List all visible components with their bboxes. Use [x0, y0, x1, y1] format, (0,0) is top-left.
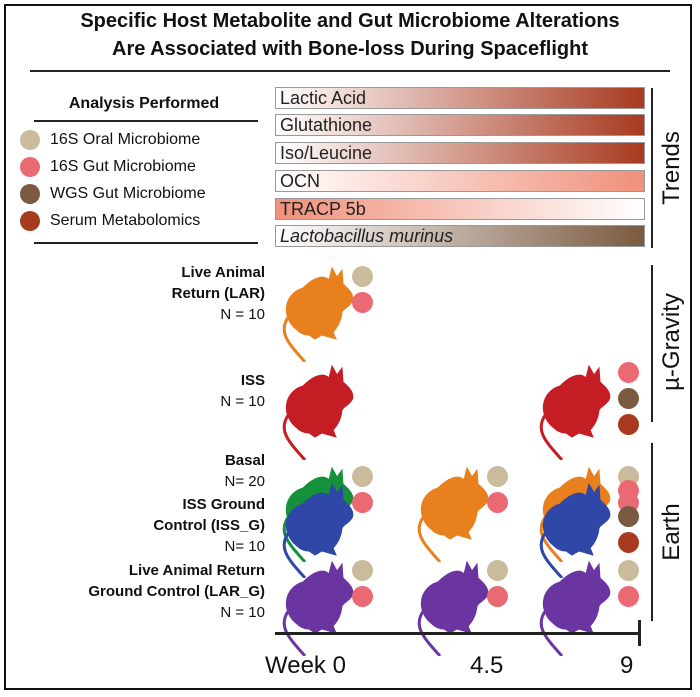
group-name: Live Animal Return	[128, 562, 265, 579]
legend-dot-icon	[20, 130, 40, 150]
legend-title: Analysis Performed	[68, 95, 220, 112]
group-name-line2: Control (ISS_G)	[153, 517, 265, 534]
title-divider	[30, 70, 670, 72]
analysis-dot-icon	[618, 560, 639, 581]
legend-divider-bottom	[34, 242, 258, 244]
analysis-dot-icon	[352, 266, 373, 287]
analysis-dot-icon	[618, 480, 639, 501]
analysis-dot-icon	[352, 560, 373, 581]
trend-bar: OCN	[275, 170, 645, 192]
legend-item-label: 16S Gut Microbiome	[50, 158, 196, 175]
mouse-icon	[532, 360, 612, 461]
timeline-label-week0: Week 0	[265, 652, 346, 679]
group-name-line2: Ground Control (LAR_G)	[88, 583, 265, 600]
analysis-dot-icon	[352, 586, 373, 607]
legend-item-label: 16S Oral Microbiome	[50, 131, 201, 148]
title-line-2: Are Associated with Bone-loss During Spa…	[112, 38, 588, 60]
analysis-dot-icon	[618, 532, 639, 553]
title-line-1: Specific Host Metabolite and Gut Microbi…	[80, 10, 620, 32]
group-n: N = 10	[220, 604, 265, 621]
microgravity-bracket	[651, 265, 653, 422]
trend-bar: Iso/Leucine	[275, 142, 645, 164]
timeline-end-tick	[638, 620, 641, 646]
legend-item-label: Serum Metabolomics	[50, 212, 201, 229]
mouse-icon	[275, 478, 355, 579]
legend-item: 16S Gut Microbiome	[20, 155, 196, 179]
mouse-icon	[275, 262, 355, 363]
mouse-icon	[275, 556, 355, 657]
trends-bracket	[651, 88, 653, 248]
analysis-dot-icon	[618, 388, 639, 409]
legend-divider-top	[34, 120, 258, 122]
trend-bar: Lactobacillus murinus	[275, 225, 645, 247]
group-n: N= 10	[224, 538, 265, 555]
analysis-dot-icon	[352, 492, 373, 513]
group-label: Live Animal Return (LAR) N = 10	[172, 262, 265, 325]
trends-label: Trends	[658, 131, 685, 205]
analysis-dot-icon	[487, 466, 508, 487]
group-n: N= 20	[224, 473, 265, 490]
group-label: ISS N = 10	[220, 370, 265, 412]
analysis-dot-icon	[618, 362, 639, 383]
analysis-dot-icon	[487, 586, 508, 607]
trend-bar: Lactic Acid	[275, 87, 645, 109]
earth-bracket	[651, 443, 653, 621]
legend-item: Serum Metabolomics	[20, 209, 200, 233]
analysis-dot-icon	[487, 492, 508, 513]
group-name: ISS	[240, 372, 265, 389]
mouse-icon	[410, 462, 490, 563]
analysis-dot-icon	[352, 466, 373, 487]
analysis-dot-icon	[352, 292, 373, 313]
group-n: N = 10	[220, 393, 265, 410]
group-label: Basal N= 20	[225, 450, 265, 492]
legend-dot-icon	[20, 184, 40, 204]
group-name-line2: Return (LAR)	[171, 285, 265, 302]
timeline-label-4-5: 4.5	[470, 652, 504, 679]
timeline-label-9: 9	[620, 652, 634, 679]
legend-item: 16S Oral Microbiome	[20, 128, 200, 152]
mouse-icon	[532, 556, 612, 657]
earth-label: Earth	[658, 503, 685, 561]
group-name: Basal	[224, 452, 265, 469]
legend-item-label: WGS Gut Microbiome	[50, 185, 206, 202]
analysis-dot-icon	[618, 586, 639, 607]
trend-bar: Glutathione	[275, 114, 645, 136]
group-n: N = 10	[220, 306, 265, 323]
legend-item: WGS Gut Microbiome	[20, 182, 206, 206]
group-label: ISS Ground Control (ISS_G) N= 10	[153, 494, 265, 557]
frame-border	[4, 4, 692, 690]
group-name: Live Animal	[181, 264, 265, 281]
analysis-dot-icon	[618, 414, 639, 435]
mouse-icon	[410, 556, 490, 657]
microgravity-label: µ-Gravity	[658, 293, 685, 391]
analysis-dot-icon	[618, 506, 639, 527]
mouse-icon	[532, 478, 612, 579]
analysis-dot-icon	[487, 560, 508, 581]
legend-dot-icon	[20, 157, 40, 177]
timeline-axis	[275, 632, 641, 635]
group-name: ISS Ground	[182, 496, 266, 513]
legend-dot-icon	[20, 211, 40, 231]
mouse-icon	[275, 360, 355, 461]
trend-bar: TRACP 5b	[275, 198, 645, 220]
group-label: Live Animal Return Ground Control (LAR_G)…	[88, 560, 265, 623]
